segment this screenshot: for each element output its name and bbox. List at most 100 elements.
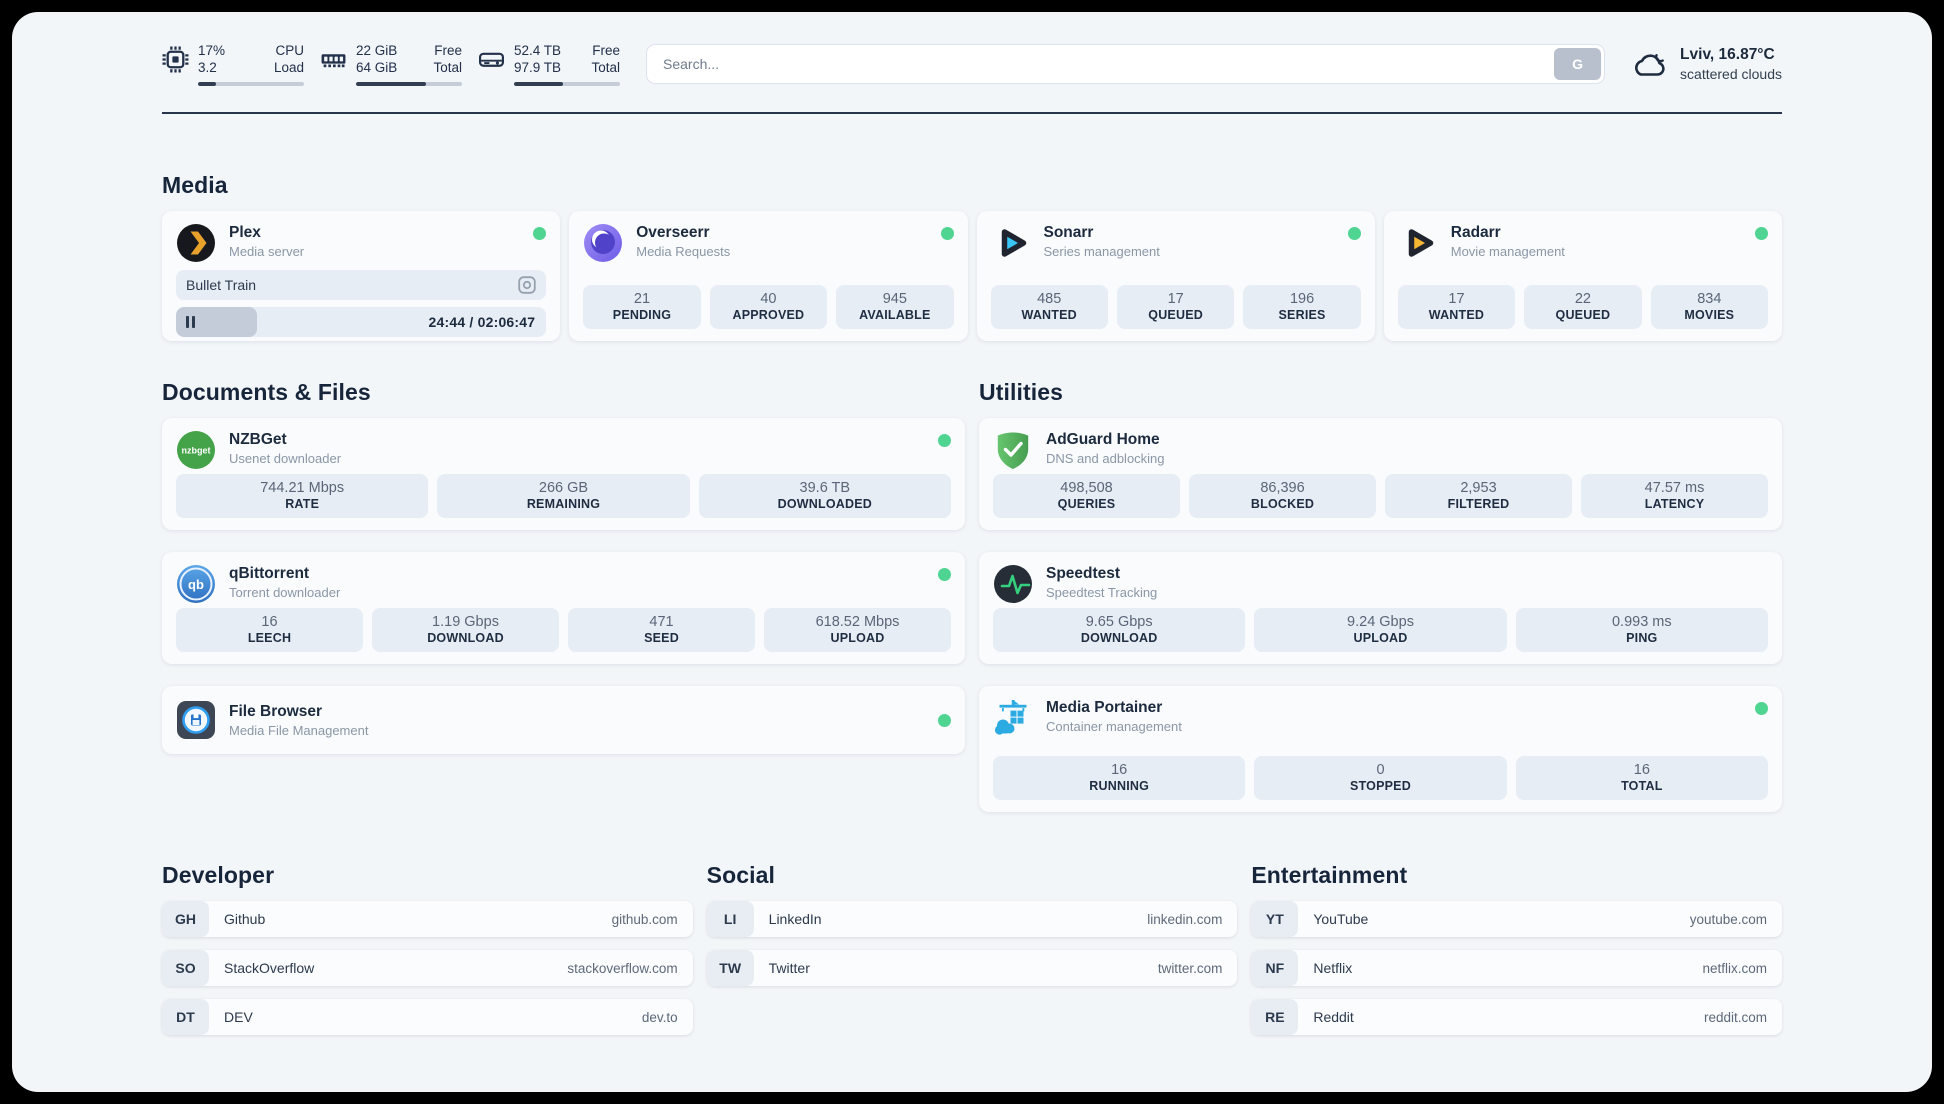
app-name: Radarr [1450,224,1501,241]
stat-label: DOWNLOAD [427,631,504,645]
ram-values: 22 GiB 64 GiB [356,42,397,77]
overseerr-icon [583,223,623,263]
stat-box: 471 SEED [568,608,755,652]
stat-box: 834 MOVIES [1650,285,1769,329]
bookmark-name: StackOverflow [224,960,315,976]
dashboard-page: 17% 3.2 CPU Load [12,12,1932,1092]
stat-value: 498,508 [1060,480,1113,496]
bookmark-domain: github.com [611,911,678,927]
stat-value: 21 [633,291,651,307]
stat-value: 9.65 Gbps [1085,614,1153,630]
bookmark-linkedin[interactable]: LI LinkedIn linkedin.com [706,901,1238,937]
stat-box: 266 GB REMAINING [437,474,690,518]
disk-free-label: Free [592,42,620,58]
search-engine-button[interactable]: G [1554,48,1602,80]
system-stats: 17% 3.2 CPU Load [162,42,620,87]
cpu-load-label: Load [273,60,304,76]
app-card-adguard-home[interactable]: AdGuard Home DNS and adblocking 498,508 … [979,418,1782,530]
stat-box: 39.6 TB DOWNLOADED [698,474,951,518]
stat-value: 40 [760,291,777,307]
stat-box: 9.24 Gbps UPLOAD [1254,608,1507,652]
bookmark-youtube[interactable]: YT YouTube youtube.com [1251,901,1782,937]
weather-widget[interactable]: Lviv, 16.87°C scattered clouds [1631,45,1782,83]
stat-value: 86,396 [1260,480,1305,496]
stat-box: 17 QUEUED [1116,285,1235,329]
disk-labels: Free Total [591,42,620,77]
app-card-nzbget[interactable]: nzbget NZBGet Usenet downloader 744.21 M… [162,418,965,530]
app-card-overseerr[interactable]: Overseerr Media Requests 21 PENDING 40 A… [569,211,968,341]
bookmark-github[interactable]: GH Github github.com [162,901,693,937]
disk-free-value: 52.4 TB [514,42,562,58]
qbittorrent-icon: qb [176,564,216,604]
stat-box: 0 STOPPED [1254,756,1507,800]
stat-value: 471 [649,614,674,630]
section-heading-developer: Developer [162,862,275,888]
bookmark-domain: netflix.com [1702,960,1767,976]
disk-total-label: Total [591,60,620,76]
app-card-media-portainer[interactable]: Media Portainer Container management 16 … [979,686,1782,812]
stat-label: DOWNLOAD [1080,631,1158,645]
app-name: NZBGet [229,431,287,448]
ram-total-value: 64 GiB [356,60,398,76]
app-description: DNS and adblocking [1046,451,1165,467]
ram-progress-fill [356,81,426,87]
app-card-plex[interactable]: Plex Media server Bullet Train [162,211,561,341]
app-card-filebrowser[interactable]: File Browser Media File Management [162,686,965,754]
ram-total-label: Total [433,60,462,76]
section-heading-utilities: Utilities [979,379,1063,405]
status-dot-online [938,568,951,581]
cpu-labels: CPU Load [274,42,304,77]
section-heading-media: Media [162,172,228,198]
bookmark-twitter[interactable]: TW Twitter twitter.com [706,950,1238,986]
stat-value: 16 [1633,762,1650,778]
stat-label: QUEUED [1555,308,1611,322]
stat-label: FILTERED [1447,497,1510,511]
stat-box: 744.21 Mbps RATE [176,474,429,518]
disk-total-value: 97.9 TB [514,60,562,76]
bookmark-domain: twitter.com [1157,960,1223,976]
stat-box: 0.993 ms PING [1515,608,1768,652]
stat-label: RATE [285,497,320,511]
section-utilities: Utilities AdGuard Home DNS and adblockin… [979,379,1782,812]
stat-label: RUNNING [1089,779,1150,793]
section-heading-documents: Documents & Files [162,379,371,405]
ram-icon [320,46,347,73]
stat-label: QUERIES [1057,497,1116,511]
stat-box: 196 SERIES [1243,285,1361,329]
app-description: Usenet downloader [229,451,342,467]
bookmark-name: Netflix [1313,960,1353,976]
pause-icon[interactable] [186,316,195,328]
app-card-radarr[interactable]: Radarr Movie management 17 WANTED 22 QUE… [1383,211,1782,341]
disk-values: 52.4 TB 97.9 TB [514,42,561,77]
adguard-icon [993,430,1033,470]
app-description: Series management [1043,244,1160,260]
cloud-moon-icon [1631,47,1668,81]
search-bar: G [646,44,1606,84]
radarr-icon [1398,223,1438,263]
stat-value: 16 [261,614,278,630]
cpu-values: 17% 3.2 [198,42,225,77]
now-playing-row[interactable]: Bullet Train [176,270,547,300]
player-progress-bar[interactable]: 24:44 / 02:06:47 [176,307,547,337]
bookmark-stackoverflow[interactable]: SO StackOverflow stackoverflow.com [162,950,693,986]
bookmark-reddit[interactable]: RE Reddit reddit.com [1251,999,1782,1035]
svg-text:nzbget: nzbget [182,446,211,456]
cpu-usage-label: CPU [275,42,304,58]
status-dot-online [938,713,951,727]
bookmark-dev[interactable]: DT DEV dev.to [162,999,693,1035]
svg-text:qb: qb [188,577,204,592]
stat-box: 16 TOTAL [1515,756,1768,800]
app-name: File Browser [229,702,323,720]
app-card-qbittorrent[interactable]: qb qBittorrent Torrent downloader 16 LEE… [162,552,965,664]
stat-label: WANTED [1428,308,1485,322]
app-description: Container management [1046,719,1182,735]
app-description: Media Requests [636,244,731,260]
status-dot-online [938,434,951,447]
app-card-speedtest[interactable]: Speedtest Speedtest Tracking 9.65 Gbps D… [979,552,1782,664]
app-card-sonarr[interactable]: Sonarr Series management 485 WANTED 17 Q… [976,211,1375,341]
stat-box: 16 LEECH [176,608,363,652]
search-input[interactable] [646,44,1606,84]
stat-label: PENDING [612,308,672,322]
bookmark-netflix[interactable]: NF Netflix netflix.com [1251,950,1782,986]
now-playing-icon [518,276,536,294]
